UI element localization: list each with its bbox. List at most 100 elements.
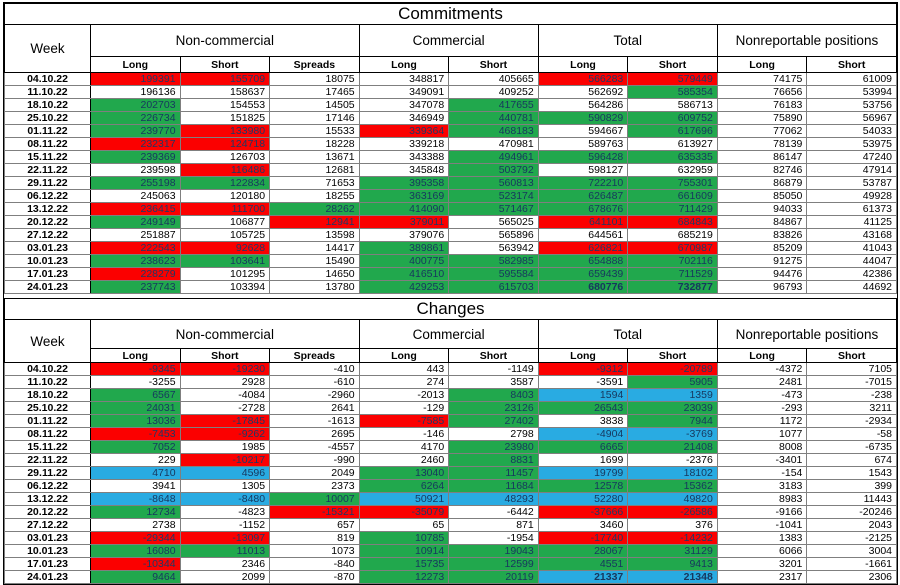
cell-nonreportable-long: -473: [716, 388, 808, 402]
table-row: 04.10.22 199391 155709 18075 348817 405665 566…: [4, 72, 897, 86]
cell-total-long: 644561: [537, 228, 629, 242]
cell-noncommercial-short: -17845: [179, 414, 271, 428]
cell-noncommercial-short: -1152: [179, 518, 271, 532]
col-header-commercial-long: Long: [358, 348, 450, 363]
cell-total-long: 598127: [537, 163, 629, 177]
cell-noncommercial-spreads: 14505: [269, 98, 360, 112]
cell-nonreportable-short: 49928: [806, 189, 897, 203]
cell-commercial-short: 405665: [448, 72, 539, 86]
week-cell: 11.10.22: [4, 375, 91, 389]
cell-nonreportable-short: -2125: [806, 531, 897, 545]
table-row: 15.11.22 7052 1985 -4557 4170 23980 6665 21408 8…: [4, 440, 897, 454]
cell-noncommercial-short: 2928: [179, 375, 271, 389]
cell-commercial-long: 10785: [358, 531, 450, 545]
week-cell: 24.01.23: [4, 280, 91, 294]
cell-nonreportable-long: 85209: [716, 241, 808, 255]
table-row: 06.12.22 3941 1305 2373 6264 11684 12578 15362 3…: [4, 479, 897, 493]
cell-total-long: -37666: [537, 505, 629, 519]
table-row: 01.11.22 13036 -17845 -1613 -7585 27402 3838 79…: [4, 414, 897, 428]
cell-noncommercial-short: -8480: [179, 492, 271, 506]
table-row: 10.01.23 16080 11013 1073 10914 19043 28067 311…: [4, 544, 897, 558]
cell-noncommercial-long: 255198: [90, 176, 181, 190]
cell-noncommercial-long: -9345: [90, 362, 181, 376]
cell-nonreportable-short: 399: [806, 479, 897, 493]
cell-total-short: 609752: [627, 111, 718, 125]
cell-total-short: -26586: [627, 505, 718, 519]
week-cell: 01.11.22: [4, 414, 91, 428]
cell-total-short: 661609: [627, 189, 718, 203]
cell-nonreportable-short: 43168: [806, 228, 897, 242]
cell-commercial-long: 395358: [358, 176, 450, 190]
table-row: 15.11.22 239369 126703 13671 343388 494961 596…: [4, 150, 897, 164]
week-cell: 04.10.22: [4, 72, 91, 86]
cell-noncommercial-long: 229: [90, 453, 181, 467]
cell-commercial-short: 563942: [448, 241, 539, 255]
table-row: 03.01.23 222543 92628 14417 389861 563942 6268…: [4, 241, 897, 255]
cell-commercial-short: 11684: [448, 479, 539, 493]
cell-nonreportable-short: -2934: [806, 414, 897, 428]
cell-nonreportable-short: 53975: [806, 137, 897, 151]
cell-commercial-long: 443: [358, 362, 450, 376]
cell-commercial-long: -7585: [358, 414, 450, 428]
cell-noncommercial-spreads: -15321: [269, 505, 360, 519]
cell-nonreportable-short: 44692: [806, 280, 897, 294]
week-cell: 11.10.22: [4, 85, 91, 99]
group-header-nonreportable: Nonreportable positions: [716, 319, 898, 349]
week-cell: 20.12.22: [4, 505, 91, 519]
cell-nonreportable-short: 47914: [806, 163, 897, 177]
col-header-commercial-long: Long: [358, 56, 450, 73]
cell-commercial-short: 582985: [448, 254, 539, 268]
section-title: Commitments: [4, 3, 897, 25]
cell-total-long: 564286: [537, 98, 629, 112]
cell-nonreportable-long: 1172: [716, 414, 808, 428]
table-row: 22.11.22 229 -10217 -990 2460 8831 1699 -2376 -3…: [4, 453, 897, 467]
col-header-noncommercial-long: Long: [90, 56, 181, 73]
cell-nonreportable-long: 94033: [716, 202, 808, 216]
cell-nonreportable-short: 11443: [806, 492, 897, 506]
cell-noncommercial-short: 126703: [179, 150, 271, 164]
cell-nonreportable-short: 54033: [806, 124, 897, 138]
cell-noncommercial-short: 1985: [179, 440, 271, 454]
cell-noncommercial-short: 4596: [179, 466, 271, 480]
cell-nonreportable-short: 674: [806, 453, 897, 467]
sub-header-row: Long Short Spreads Long Short Long Short…: [5, 348, 897, 363]
cell-total-long: 28067: [537, 544, 629, 558]
col-header-noncommercial-long: Long: [90, 348, 181, 363]
cell-commercial-short: 409252: [448, 85, 539, 99]
cell-commercial-long: 10914: [358, 544, 450, 558]
cell-noncommercial-short: 11013: [179, 544, 271, 558]
table-row: 11.10.22 196136 158637 17465 349091 409252 562…: [4, 85, 897, 99]
cell-commercial-short: 440781: [448, 111, 539, 125]
cell-total-short: 685219: [627, 228, 718, 242]
week-cell: 25.10.22: [4, 111, 91, 125]
cell-nonreportable-short: 1543: [806, 466, 897, 480]
cell-noncommercial-short: 2099: [179, 570, 271, 584]
cell-nonreportable-long: 84867: [716, 215, 808, 229]
table-row: 20.12.22 249149 106877 12941 379011 565025 641…: [4, 215, 897, 229]
week-cell: 27.12.22: [4, 228, 91, 242]
commitments-table: Commitments Week Non-commercial Commerci…: [4, 3, 898, 294]
week-cell: 03.01.23: [4, 531, 91, 545]
cell-nonreportable-short: 41043: [806, 241, 897, 255]
week-cell: 29.11.22: [4, 466, 91, 480]
group-header-noncommercial: Non-commercial: [90, 319, 360, 349]
cell-noncommercial-long: 239369: [90, 150, 181, 164]
cell-commercial-long: 416510: [358, 267, 450, 281]
cell-commercial-short: 565025: [448, 215, 539, 229]
table-row: 27.12.22 2738 -1152 657 65 871 3460 376 -1041 204…: [4, 518, 897, 532]
cell-noncommercial-short: -2728: [179, 401, 271, 415]
cell-commercial-long: 2460: [358, 453, 450, 467]
cell-total-long: 678676: [537, 202, 629, 216]
cell-total-short: 711429: [627, 202, 718, 216]
cell-commercial-short: 468183: [448, 124, 539, 138]
cell-noncommercial-spreads: -410: [269, 362, 360, 376]
col-header-noncommercial-short: Short: [179, 56, 271, 73]
cell-nonreportable-short: 41125: [806, 215, 897, 229]
cell-total-long: -3591: [537, 375, 629, 389]
cell-total-long: 12578: [537, 479, 629, 493]
week-cell: 29.11.22: [4, 176, 91, 190]
section-title-row: Changes: [4, 298, 897, 320]
cell-total-short: 5905: [627, 375, 718, 389]
cell-nonreportable-long: 1077: [716, 427, 808, 441]
table-row: 03.01.23 -29344 -13097 819 10785 -1954 -17740-…: [4, 531, 897, 545]
